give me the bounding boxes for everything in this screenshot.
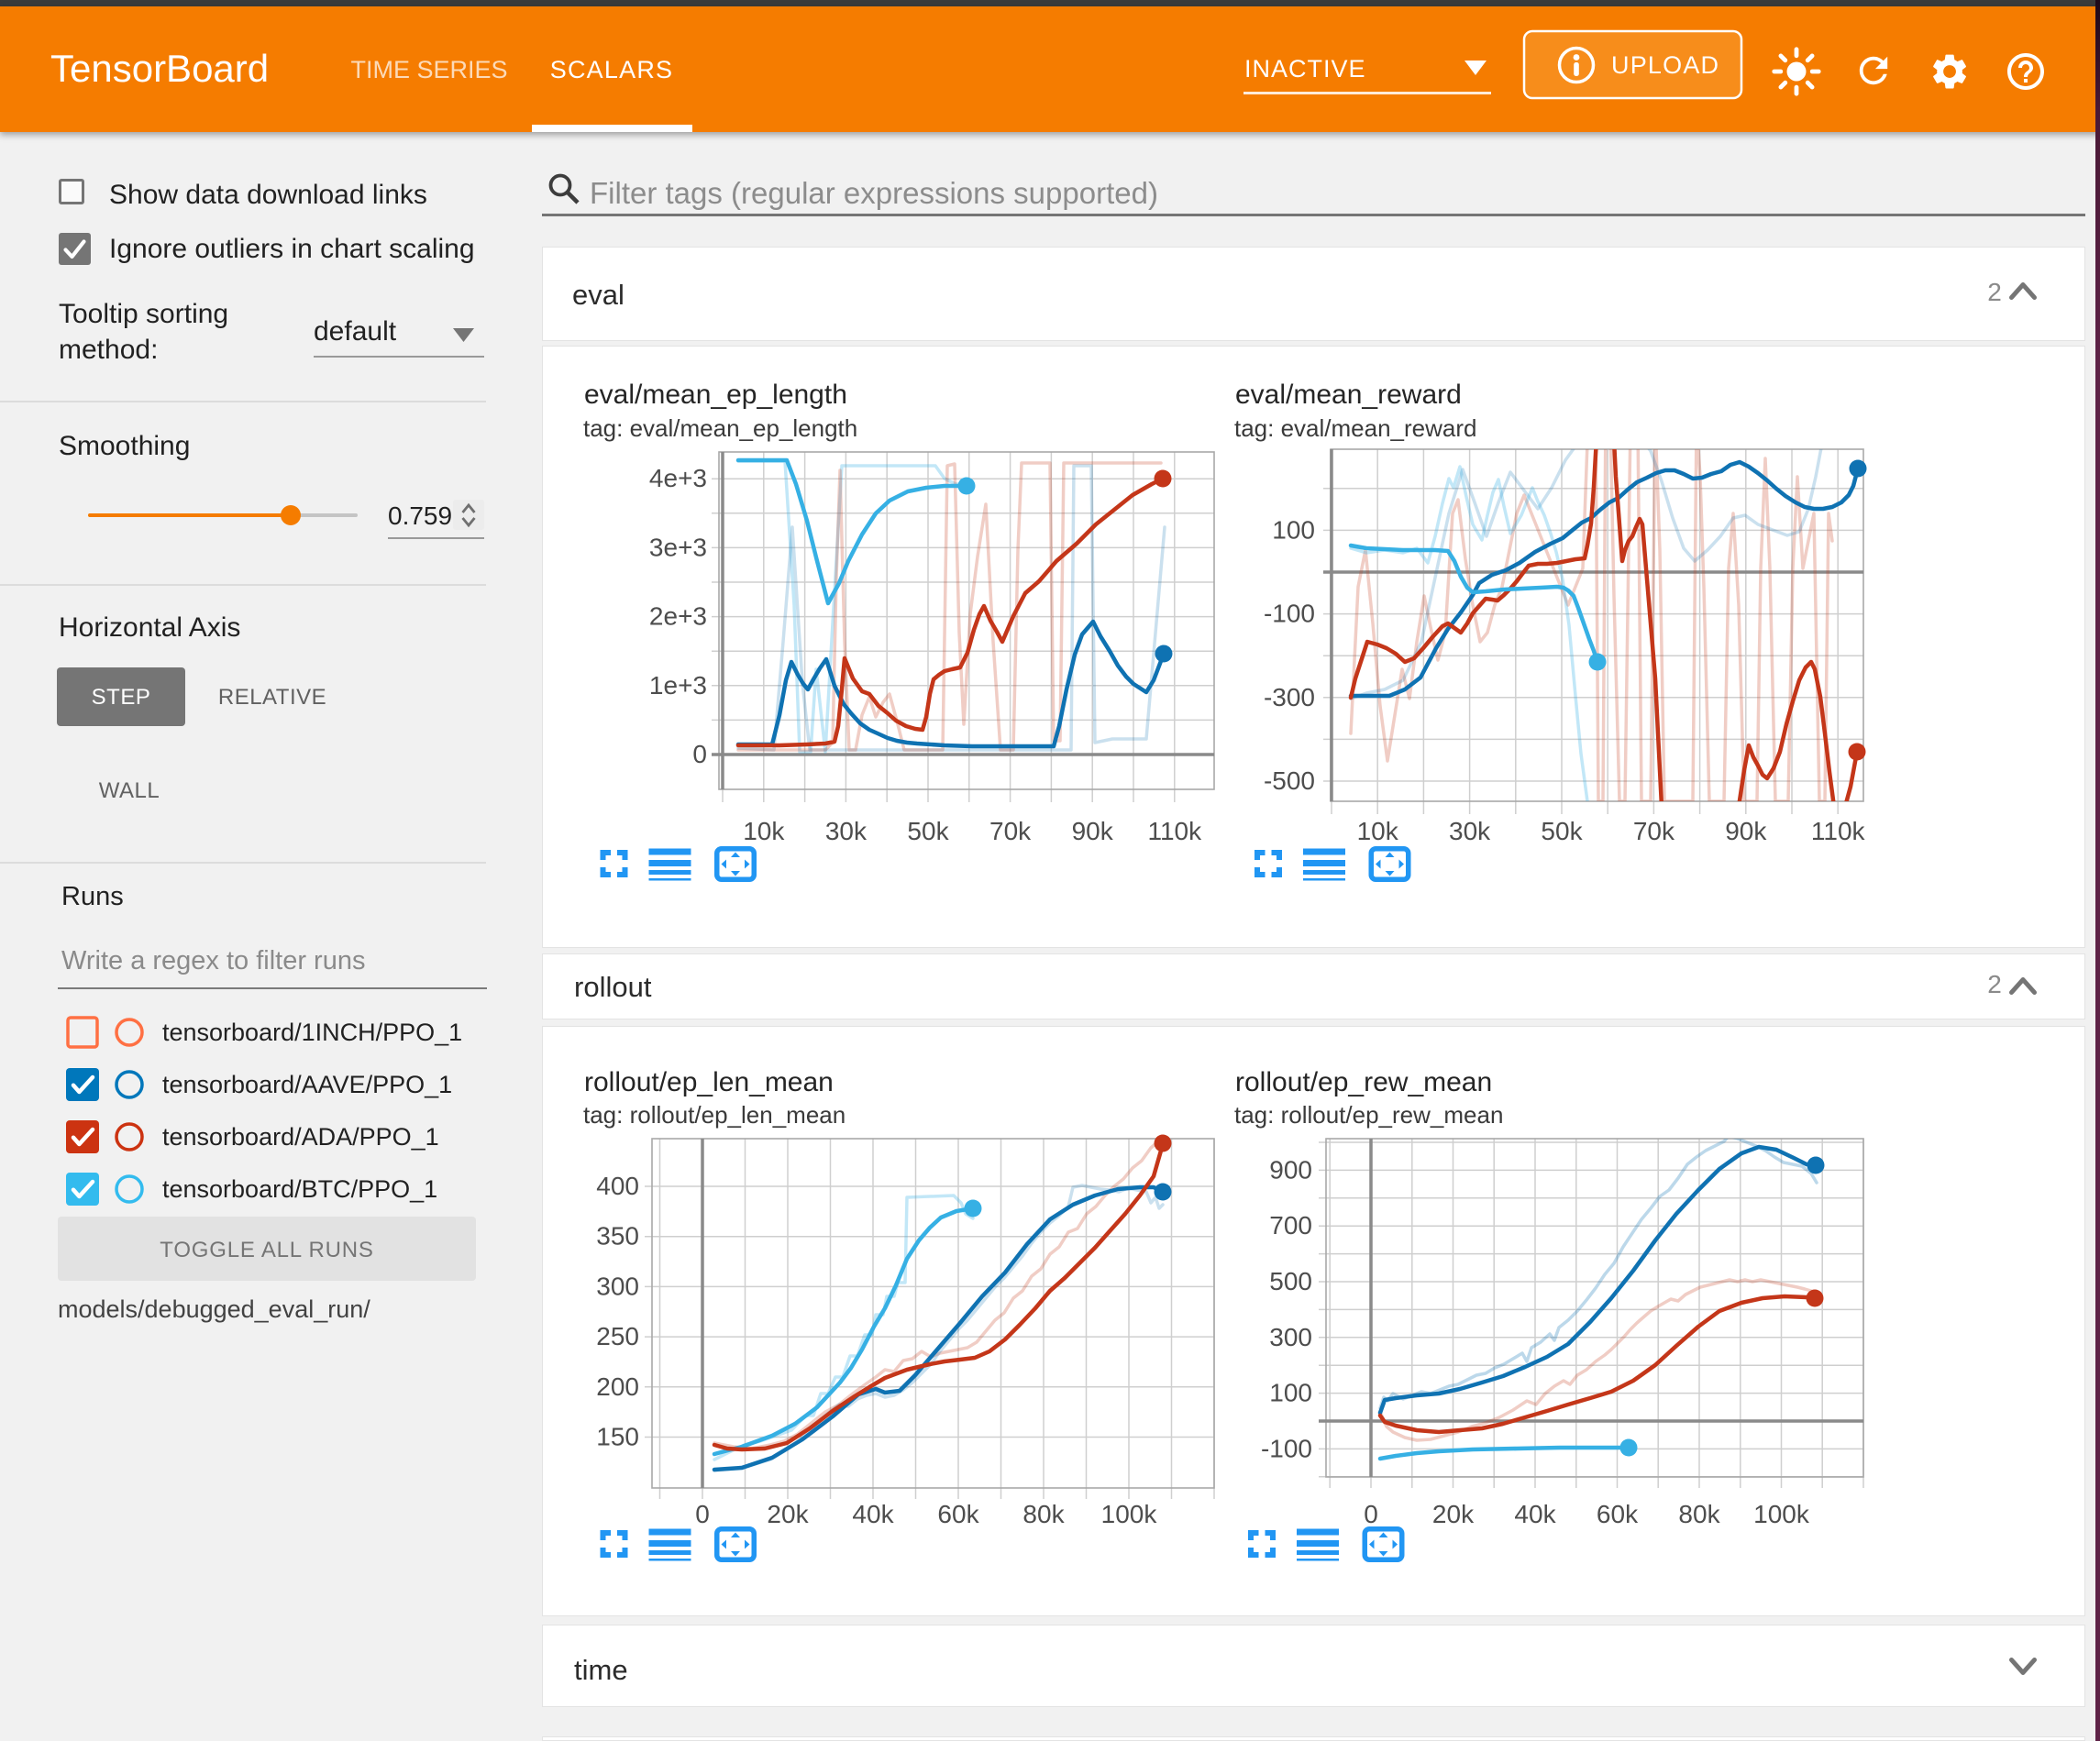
- svg-text:3e+3: 3e+3: [649, 533, 707, 561]
- svg-text:10k: 10k: [743, 817, 785, 845]
- svg-text:10k: 10k: [1357, 817, 1399, 845]
- svg-text:200: 200: [596, 1372, 639, 1401]
- svg-text:4e+3: 4e+3: [649, 464, 707, 492]
- svg-text:30k: 30k: [1449, 817, 1491, 845]
- svg-text:300: 300: [1269, 1323, 1312, 1351]
- svg-text:1e+3: 1e+3: [649, 671, 707, 700]
- svg-text:2e+3: 2e+3: [649, 602, 707, 631]
- svg-text:-100: -100: [1261, 1434, 1312, 1462]
- svg-text:100k: 100k: [1101, 1500, 1158, 1528]
- svg-text:50k: 50k: [907, 817, 949, 845]
- svg-text:-300: -300: [1264, 683, 1315, 711]
- svg-text:-100: -100: [1264, 600, 1315, 628]
- svg-text:80k: 80k: [1022, 1500, 1065, 1528]
- svg-text:30k: 30k: [825, 817, 868, 845]
- svg-text:400: 400: [596, 1172, 639, 1200]
- svg-text:0: 0: [692, 740, 707, 768]
- svg-text:0: 0: [695, 1500, 710, 1528]
- svg-text:900: 900: [1269, 1155, 1312, 1184]
- svg-text:700: 700: [1269, 1211, 1312, 1240]
- svg-text:80k: 80k: [1678, 1500, 1720, 1528]
- svg-text:90k: 90k: [1072, 817, 1114, 845]
- svg-text:250: 250: [596, 1322, 639, 1350]
- svg-text:60k: 60k: [1597, 1500, 1639, 1528]
- svg-text:110k: 110k: [1811, 817, 1866, 845]
- svg-text:20k: 20k: [767, 1500, 809, 1528]
- svg-text:110k: 110k: [1147, 817, 1202, 845]
- svg-text:20k: 20k: [1432, 1500, 1475, 1528]
- svg-text:100k: 100k: [1753, 1500, 1810, 1528]
- svg-text:70k: 70k: [1633, 817, 1675, 845]
- svg-text:40k: 40k: [852, 1500, 894, 1528]
- svg-text:40k: 40k: [1514, 1500, 1556, 1528]
- svg-text:150: 150: [596, 1423, 639, 1451]
- svg-text:70k: 70k: [989, 817, 1032, 845]
- svg-text:300: 300: [596, 1272, 639, 1300]
- svg-text:50k: 50k: [1541, 817, 1583, 845]
- svg-text:500: 500: [1269, 1267, 1312, 1295]
- svg-text:350: 350: [596, 1222, 639, 1251]
- svg-text:0: 0: [1364, 1500, 1378, 1528]
- svg-text:100: 100: [1272, 515, 1315, 544]
- svg-text:-500: -500: [1264, 766, 1315, 795]
- svg-text:90k: 90k: [1725, 817, 1767, 845]
- svg-text:100: 100: [1269, 1379, 1312, 1407]
- svg-text:60k: 60k: [937, 1500, 979, 1528]
